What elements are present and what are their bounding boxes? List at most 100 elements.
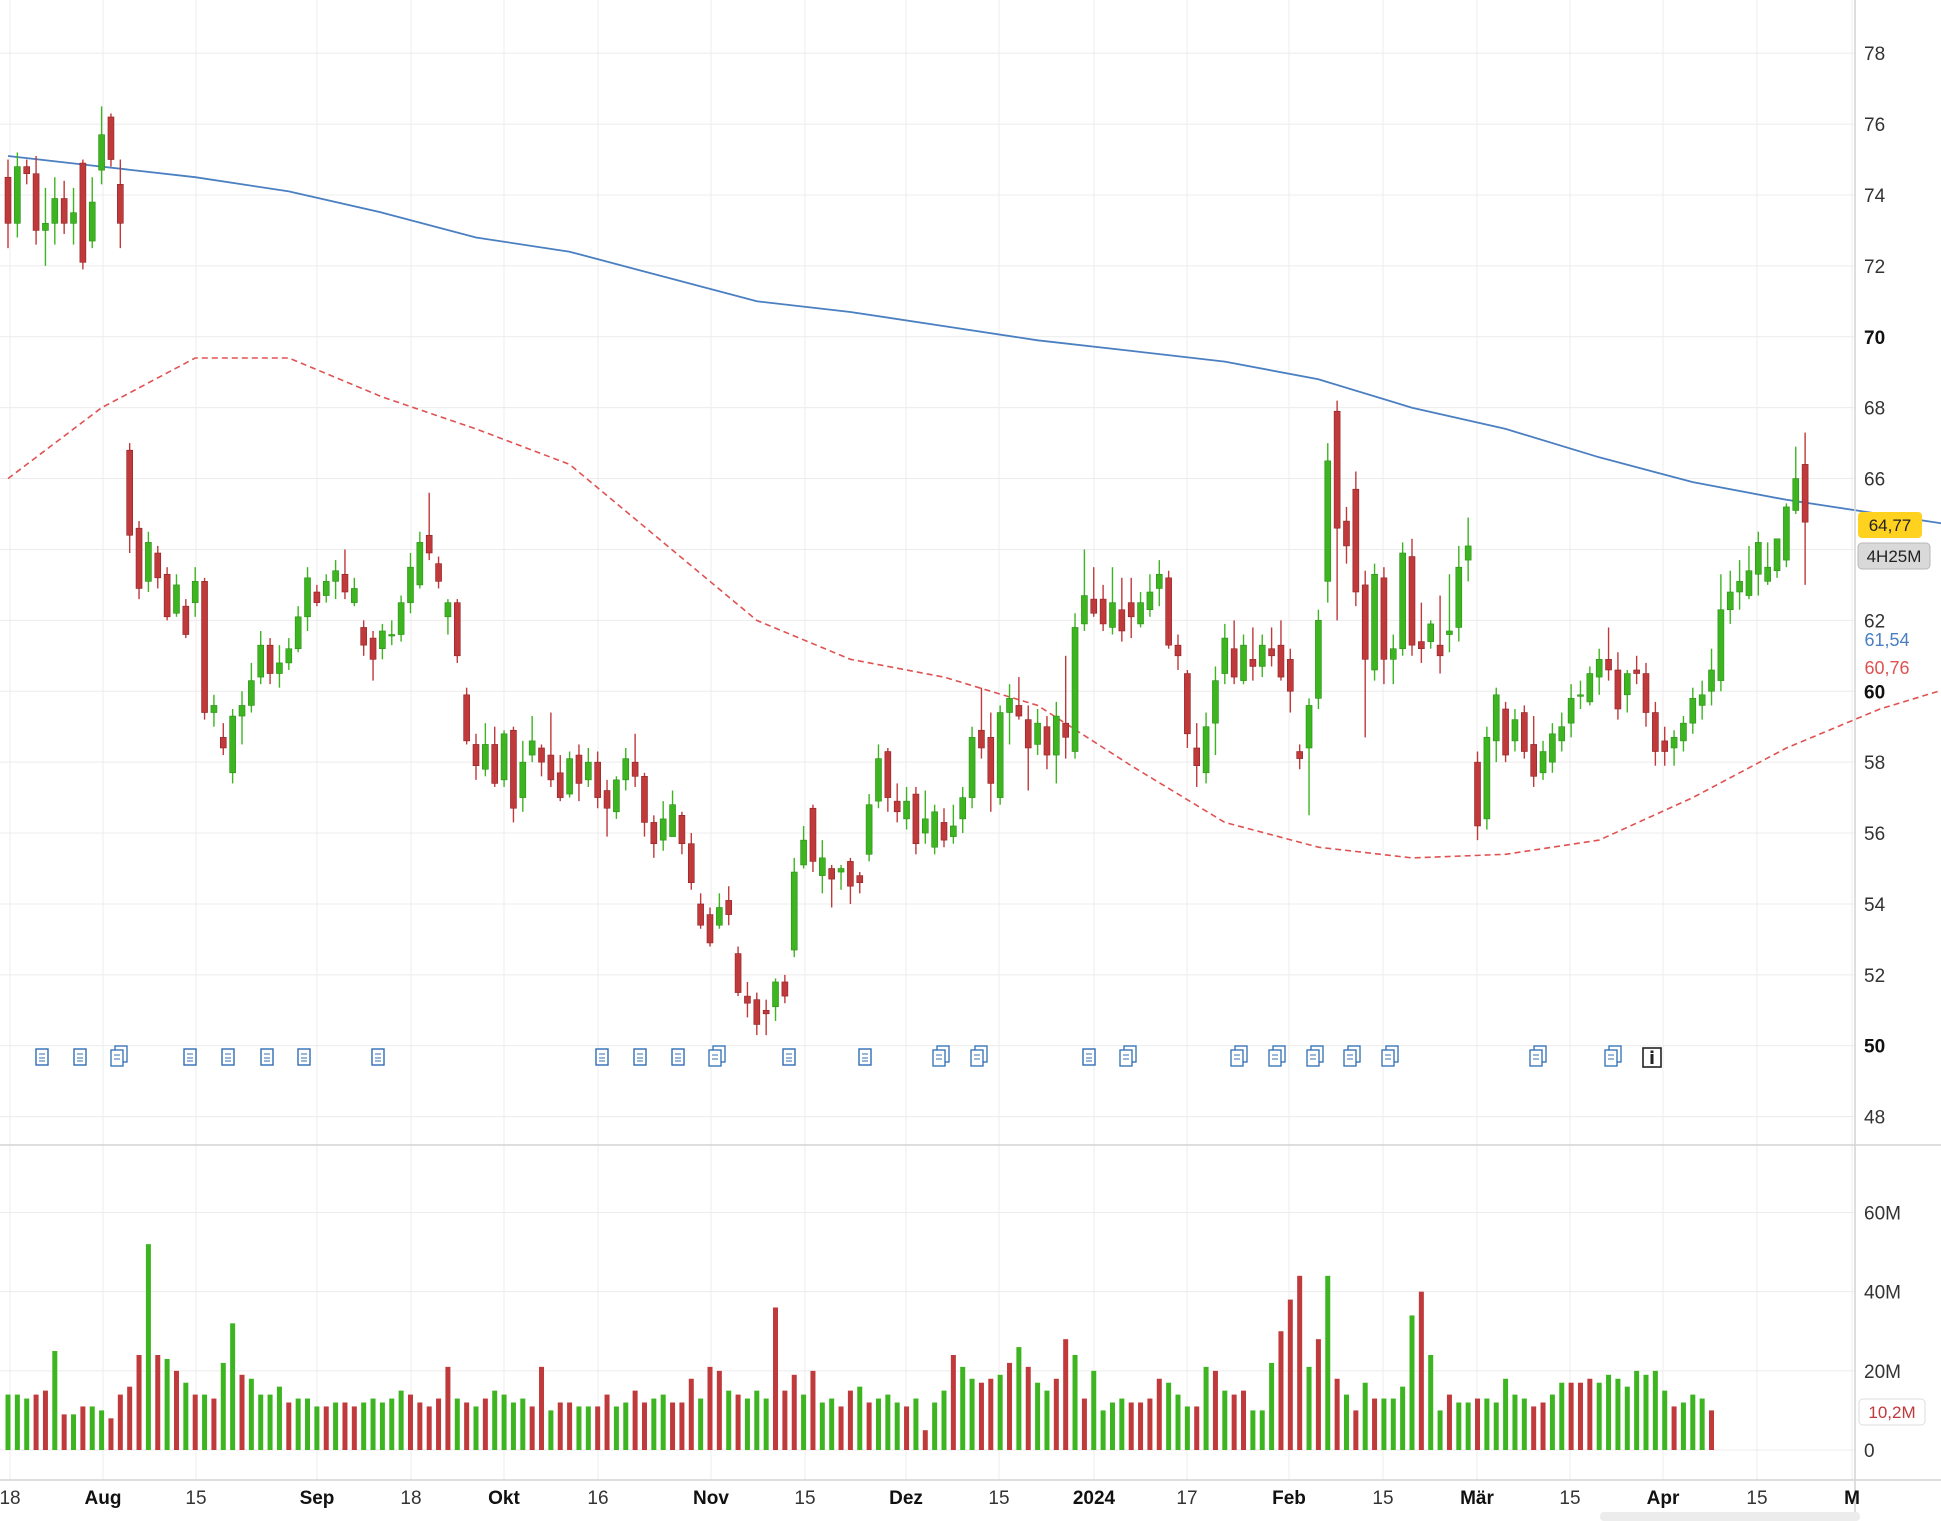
news-multi-document-icon[interactable] [932, 1045, 950, 1067]
document-icon-front [1343, 1049, 1357, 1067]
price-tick-label: 72 [1864, 257, 1885, 278]
candle-body [790, 871, 798, 951]
volume-bar [885, 1394, 891, 1450]
x-tick-label: 15 [794, 1488, 815, 1509]
volume-bar [1109, 1402, 1115, 1450]
news-document-icon[interactable] [671, 1048, 685, 1066]
x-tick-label: 15 [988, 1488, 1009, 1509]
news-document-icon[interactable] [221, 1048, 235, 1066]
candle-body [893, 800, 901, 813]
volume-bar [1231, 1394, 1237, 1450]
volume-bar [1418, 1291, 1424, 1450]
candle-body [1633, 669, 1640, 674]
volume-bar [71, 1414, 77, 1450]
news-document-icon[interactable] [73, 1048, 87, 1066]
news-multi-document-icon[interactable] [1381, 1045, 1399, 1067]
volume-bar [716, 1370, 722, 1450]
volume-bar [80, 1406, 86, 1450]
news-document-icon[interactable] [782, 1048, 796, 1066]
news-markers[interactable] [35, 1045, 1662, 1068]
news-multi-document-icon[interactable] [1268, 1045, 1286, 1067]
volume-bar [548, 1410, 554, 1450]
news-document-icon[interactable] [297, 1048, 311, 1066]
volume-bar [1400, 1386, 1406, 1450]
candle-body [1595, 659, 1603, 678]
news-multi-document-icon[interactable] [110, 1045, 128, 1067]
news-multi-document-icon[interactable] [1529, 1045, 1547, 1067]
volume-bar [913, 1398, 919, 1450]
volume-bar [1465, 1402, 1471, 1450]
news-multi-document-icon[interactable] [1604, 1045, 1622, 1067]
volume-bar [1643, 1374, 1649, 1450]
volume-bar [838, 1406, 844, 1450]
news-document-icon[interactable] [371, 1048, 385, 1066]
news-document-icon[interactable] [1082, 1048, 1096, 1066]
candle-body [1053, 715, 1060, 756]
volume-bar [370, 1398, 376, 1450]
info-icon[interactable] [1642, 1047, 1662, 1068]
volume-bar [136, 1355, 142, 1450]
volume-bar [604, 1394, 610, 1450]
document-icon [183, 1048, 197, 1066]
news-document-icon[interactable] [260, 1048, 274, 1066]
candle-body [332, 570, 339, 582]
news-multi-document-icon[interactable] [970, 1045, 988, 1067]
candle-body [631, 761, 639, 777]
volume-bar [1521, 1398, 1527, 1450]
volume-bar [782, 1390, 788, 1450]
candle-body [4, 176, 12, 224]
news-document-icon[interactable] [595, 1048, 609, 1066]
volume-bar [613, 1406, 619, 1450]
candle-body [163, 573, 171, 618]
candle-body [1315, 620, 1322, 699]
candle-body [135, 527, 143, 589]
x-tick-label: Aug [85, 1488, 122, 1509]
candle-body [1464, 545, 1472, 561]
volume-bar [314, 1406, 320, 1450]
news-document-icon[interactable] [633, 1048, 647, 1066]
news-multi-document-icon[interactable] [1306, 1045, 1324, 1067]
news-multi-document-icon[interactable] [1119, 1045, 1137, 1067]
volume-bar [510, 1402, 516, 1450]
candle-body [1577, 694, 1584, 697]
volume-bars [5, 1244, 1715, 1450]
document-icon [595, 1048, 609, 1066]
candle-body [903, 800, 910, 820]
volume-bar [173, 1370, 179, 1450]
volume-bar [155, 1355, 161, 1450]
candle-body [1230, 648, 1238, 678]
news-document-icon[interactable] [35, 1048, 49, 1066]
candle-body [219, 737, 227, 749]
news-multi-document-icon[interactable] [708, 1045, 726, 1067]
volume-bar [192, 1394, 198, 1450]
volume-bar [333, 1402, 339, 1450]
x-tick-label: 16 [587, 1488, 608, 1509]
volume-bar [651, 1398, 657, 1450]
candle-body [800, 839, 807, 866]
candle-body [472, 744, 480, 766]
news-multi-document-icon[interactable] [1230, 1045, 1248, 1067]
volume-bar [1166, 1382, 1172, 1450]
candle-body [968, 737, 976, 798]
news-document-icon[interactable] [858, 1048, 872, 1066]
candle-body [1296, 751, 1303, 759]
candle-body [407, 566, 414, 603]
candle-body [435, 563, 442, 582]
news-multi-document-icon[interactable] [1343, 1045, 1361, 1067]
candle-body [369, 637, 377, 660]
volume-bar [127, 1386, 133, 1450]
volume-bar [1699, 1398, 1705, 1450]
news-document-icon[interactable] [183, 1048, 197, 1066]
candle-body [1474, 761, 1481, 827]
volume-bar [164, 1358, 170, 1450]
candle-body [847, 861, 854, 887]
volume-bar [1709, 1410, 1715, 1450]
candle-body [1389, 648, 1397, 660]
x-tick-label: 15 [1746, 1488, 1767, 1509]
timer-badge: 4H25M [1857, 542, 1931, 570]
volume-bar [801, 1394, 807, 1450]
volume-bar [1409, 1315, 1415, 1450]
candle-body [987, 737, 995, 784]
volume-bar [1634, 1370, 1640, 1450]
